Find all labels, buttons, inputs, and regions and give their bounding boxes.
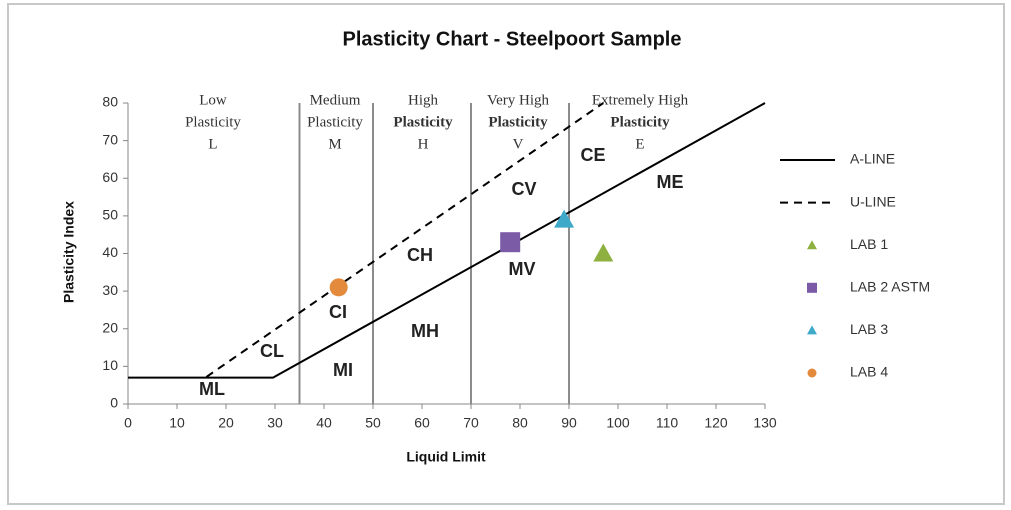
zone-code: CH [407,245,433,265]
y-tick-label: 20 [102,319,118,335]
data-point [593,243,614,262]
zone-code: ML [199,379,225,399]
x-tick-label: 70 [463,415,479,431]
zone-header: Plasticity [488,114,548,130]
x-tick-label: 80 [512,415,528,431]
data-point [554,209,575,228]
zone-header: Medium [310,92,361,108]
zone-header: Plasticity [393,114,453,130]
data-point [329,278,348,297]
y-axis-label: Plasticity Index [61,201,77,303]
x-tick-label: 10 [169,415,185,431]
legend-label: LAB 4 [850,364,888,380]
zone-header: H [418,136,429,152]
x-tick-label: 50 [365,415,381,431]
zone-header: Low [199,92,227,108]
y-tick-label: 80 [102,94,118,110]
chart-title: Plasticity Chart - Steelpoort Sample [343,28,682,50]
x-tick-label: 30 [267,415,283,431]
x-tick-label: 120 [704,415,728,431]
zone-header: Plasticity [307,114,363,130]
x-axis-label: Liquid Limit [406,449,486,465]
legend-marker [807,325,817,335]
legend-label: A-LINE [850,151,895,167]
x-tick-label: 110 [656,415,679,431]
legend-label: LAB 2 ASTM [850,279,930,295]
legend-label: LAB 1 [850,236,888,252]
series-line [205,102,604,378]
legend-label: U-LINE [850,193,896,209]
chart-border [7,3,1005,505]
zone-header: Extremely High [592,92,689,108]
y-tick-label: 60 [102,169,118,185]
zone-code: MH [411,321,439,341]
zone-header: M [328,136,341,152]
zone-header: L [208,136,217,152]
zone-code: MI [333,360,353,380]
zone-code: ME [657,172,684,192]
y-tick-label: 50 [102,207,118,223]
x-tick-label: 100 [606,415,630,431]
y-tick-label: 70 [102,131,118,147]
zone-header: E [635,136,644,152]
x-tick-label: 40 [316,415,332,431]
zone-code: CI [329,302,347,322]
zone-code: CE [580,145,605,165]
legend-marker [807,368,817,378]
zone-header: Plasticity [185,114,241,130]
zone-code: CV [511,179,536,199]
legend-label: LAB 3 [850,321,888,337]
zone-header: Very High [487,92,550,108]
zone-code: CL [260,341,284,361]
series-line [128,102,766,379]
zone-code: MV [509,259,536,279]
zone-header: Plasticity [610,114,670,130]
legend-marker [807,240,817,250]
zone-header: High [408,92,439,108]
x-tick-label: 130 [753,415,777,431]
x-tick-label: 60 [414,415,430,431]
data-point [500,232,521,253]
y-tick-label: 30 [102,282,118,298]
x-tick-label: 0 [124,415,132,431]
x-tick-label: 20 [218,415,234,431]
zone-header: V [513,136,524,152]
x-tick-label: 90 [561,415,577,431]
y-tick-label: 0 [110,395,118,411]
legend-marker [807,282,817,293]
y-tick-label: 40 [102,244,118,260]
y-tick-label: 10 [102,357,118,373]
